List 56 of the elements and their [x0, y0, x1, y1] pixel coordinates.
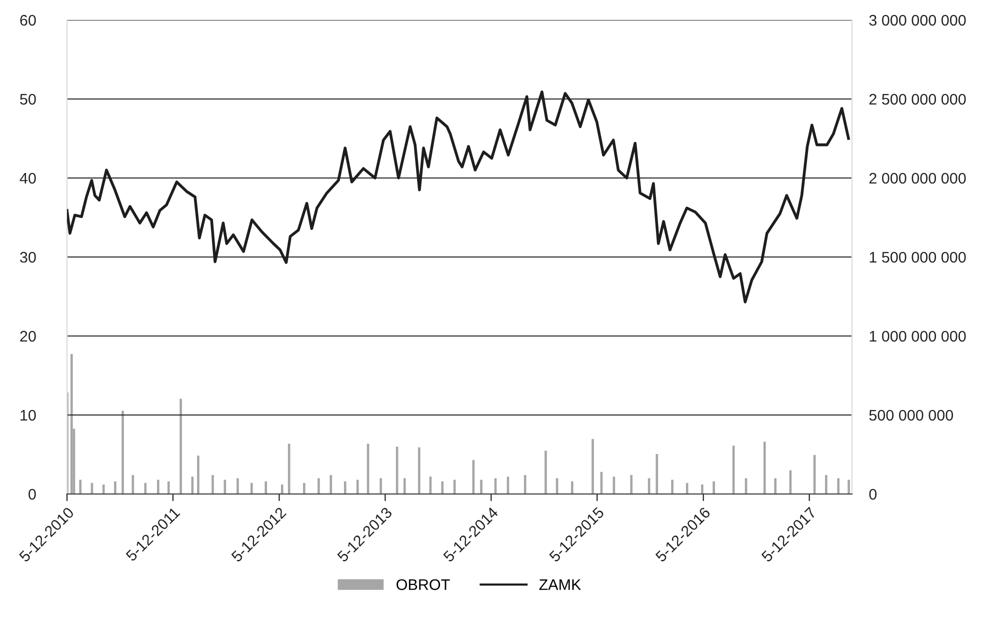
bar	[524, 475, 526, 494]
y2-tick-label: 0	[869, 488, 877, 500]
bar	[686, 482, 688, 494]
y2-tick-label: 500 000 000	[869, 410, 954, 421]
bar	[280, 484, 284, 494]
bar	[441, 481, 444, 494]
y-tick-label: 50	[20, 94, 36, 105]
bar	[630, 475, 633, 494]
bar	[250, 482, 253, 494]
bar	[356, 480, 359, 494]
bar	[79, 480, 82, 494]
bar	[114, 481, 116, 494]
bar	[701, 484, 704, 494]
bar	[763, 442, 766, 494]
y2-tick-label: 1 500 000 000	[870, 252, 966, 263]
bar	[303, 482, 306, 494]
bar	[122, 410, 124, 494]
bar	[712, 481, 715, 494]
legend-label: ZAMK	[539, 579, 582, 590]
bar	[167, 481, 170, 494]
bar	[837, 478, 840, 494]
bar	[774, 478, 777, 494]
bar	[180, 398, 182, 494]
bar	[344, 481, 346, 494]
bar	[197, 456, 200, 494]
bar	[330, 475, 332, 494]
bar	[156, 480, 160, 494]
bar	[403, 478, 406, 494]
bar	[70, 354, 73, 494]
bar	[480, 480, 482, 494]
y2-tick-label: 2 500 000 000	[869, 94, 966, 105]
bar	[132, 475, 134, 494]
bar	[848, 480, 850, 494]
bar	[144, 482, 147, 494]
bar	[264, 481, 268, 494]
line-series	[67, 90, 850, 304]
y2-tick-label: 1 000 000 000	[870, 330, 966, 342]
y-tick-label: 40	[20, 172, 36, 184]
bar	[825, 475, 828, 494]
y-tick-label: 10	[20, 410, 36, 421]
y-tick-label: 0	[28, 488, 36, 500]
y2-tick-label: 3 000 000 000	[869, 14, 966, 26]
bar	[236, 478, 239, 494]
bar	[544, 450, 547, 494]
bar	[592, 439, 594, 494]
bar	[380, 478, 382, 494]
bar	[212, 475, 214, 494]
y-tick-label: 20	[20, 330, 36, 342]
y-tick-label: 60	[20, 14, 36, 26]
bar	[671, 480, 674, 494]
bar	[418, 447, 420, 494]
bar	[318, 478, 320, 494]
y-tick-label: 30	[20, 252, 36, 263]
legend-label: OBROT	[396, 579, 450, 590]
y2-tick-label: 2 000 000 000	[869, 172, 966, 184]
bar	[570, 481, 574, 494]
